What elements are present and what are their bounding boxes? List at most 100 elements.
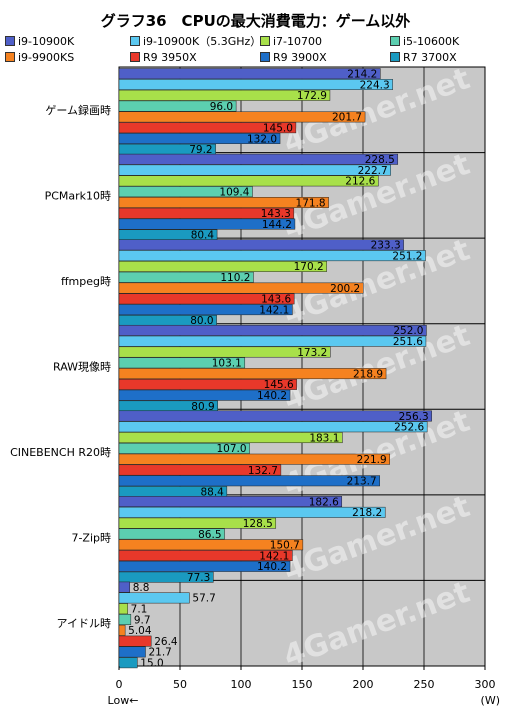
legend-label: i9-10900K（5.3GHz）	[143, 35, 262, 48]
value-label: 21.7	[148, 647, 171, 659]
legend-item: i7-10700	[260, 34, 322, 50]
low-label: Low←	[108, 694, 139, 707]
bar	[118, 79, 393, 90]
bar	[118, 475, 380, 487]
legend-label: i5-10600K	[403, 35, 460, 48]
value-label: 5.04	[128, 625, 152, 637]
value-label: 86.5	[198, 529, 221, 541]
x-unit-label: (W)	[481, 694, 500, 707]
bar	[118, 164, 391, 176]
x-tick-label: 150	[292, 678, 313, 691]
bar	[118, 293, 295, 305]
bar	[118, 68, 381, 80]
legend-swatch	[260, 36, 270, 46]
legend-label: i7-10700	[273, 35, 323, 48]
category-label: ゲーム録画時	[45, 103, 111, 117]
bar	[118, 378, 297, 390]
legend-label: R9 3950X	[143, 51, 197, 64]
legend-swatch	[390, 52, 400, 62]
value-label: 132.0	[247, 133, 277, 145]
value-label: 140.2	[257, 390, 287, 402]
value-label: 80.0	[190, 315, 213, 327]
bar	[118, 260, 327, 272]
value-label: 79.2	[189, 144, 212, 156]
bar	[118, 111, 366, 123]
legend-label: i9-10900K	[18, 35, 75, 48]
bar	[118, 646, 146, 658]
value-label: 251.2	[392, 250, 422, 262]
bar	[118, 357, 246, 369]
value-label: 80.4	[191, 230, 215, 242]
bar	[118, 218, 296, 230]
value-label: 218.2	[352, 507, 382, 519]
value-label: 26.4	[154, 636, 178, 648]
bar	[118, 122, 297, 134]
value-label: 171.8	[296, 197, 326, 209]
bar	[118, 539, 304, 551]
bar	[118, 250, 426, 262]
value-label: 201.7	[332, 112, 362, 124]
value-label: 132.7	[248, 465, 278, 477]
legend-item: R7 3700X	[390, 50, 457, 66]
bar	[118, 271, 254, 283]
legend-label: R7 3700X	[403, 51, 457, 64]
value-label: 109.4	[219, 186, 249, 198]
value-label: 173.2	[297, 347, 327, 359]
bar	[118, 517, 277, 529]
bar	[118, 635, 152, 647]
legend-swatch	[5, 52, 15, 62]
bar	[118, 410, 432, 422]
value-label: 7.1	[131, 604, 148, 616]
value-label: 140.2	[257, 561, 287, 573]
bar	[118, 239, 404, 251]
legend: i9-10900K i9-10900K（5.3GHz） i7-10700 i5-106…	[5, 34, 505, 66]
value-label: 143.6	[261, 294, 291, 306]
value-label: 57.7	[192, 593, 215, 605]
legend-item: i9-9900KS	[5, 50, 74, 66]
chart-title: グラフ36 CPUの最大消費電力：ゲーム以外	[100, 12, 411, 30]
value-label: 252.0	[393, 325, 423, 337]
bar	[118, 453, 390, 465]
category-label: ffmpeg時	[61, 275, 111, 288]
value-label: 200.2	[330, 283, 360, 295]
bar	[118, 421, 428, 433]
value-label: 8.8	[133, 582, 150, 594]
bar	[118, 550, 293, 562]
value-label: 214.2	[347, 69, 377, 81]
bar	[118, 153, 399, 165]
bar	[118, 571, 214, 583]
value-label: 110.2	[220, 272, 250, 284]
category-label: アイドル時	[57, 617, 111, 630]
value-label: 80.9	[191, 401, 214, 413]
value-label: 256.3	[399, 411, 429, 423]
bar	[118, 304, 293, 316]
value-label: 183.1	[309, 432, 339, 444]
value-label: 9.7	[134, 614, 151, 626]
value-label: 212.6	[345, 176, 375, 188]
bar	[118, 207, 295, 219]
value-label: 172.9	[297, 90, 327, 102]
legend-swatch	[390, 36, 400, 46]
bar	[118, 624, 126, 636]
bar	[118, 506, 386, 518]
bar	[118, 603, 128, 615]
bar	[118, 186, 253, 198]
value-label: 224.3	[360, 79, 390, 91]
bar	[118, 496, 343, 508]
bar	[118, 657, 138, 669]
x-tick-label: 200	[353, 678, 374, 691]
value-label: 145.0	[263, 123, 293, 135]
legend-label: R9 3900X	[273, 51, 327, 64]
legend-label: i9-9900KS	[18, 51, 75, 64]
value-label: 142.1	[259, 550, 289, 562]
legend-swatch	[260, 52, 270, 62]
legend-swatch	[130, 52, 140, 62]
bar	[118, 133, 281, 144]
bar	[118, 324, 427, 336]
legend-swatch	[130, 36, 140, 46]
bar	[118, 528, 225, 540]
bar	[118, 282, 364, 294]
bar	[118, 432, 343, 444]
bar	[118, 197, 329, 208]
